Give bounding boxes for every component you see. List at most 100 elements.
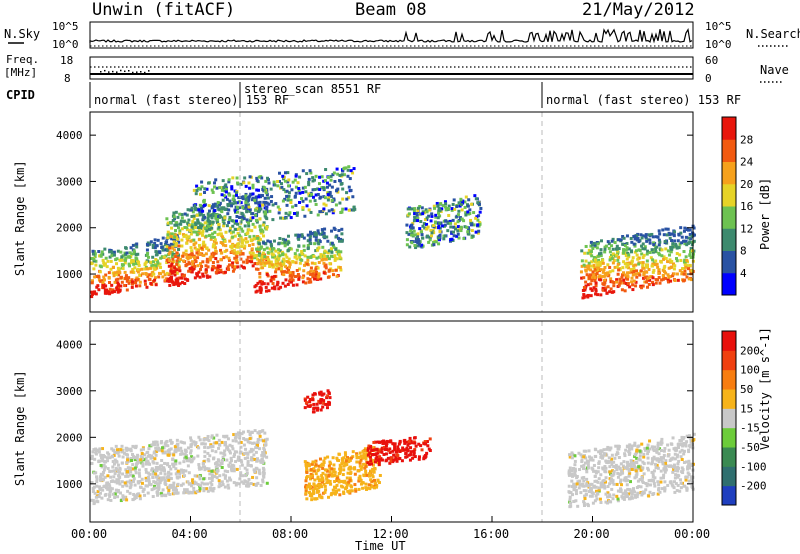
power-echo xyxy=(133,281,137,285)
power-echo xyxy=(258,285,262,289)
power-echo xyxy=(321,228,325,232)
velocity-echo xyxy=(582,455,586,459)
power-echo xyxy=(231,261,235,265)
velocity-echo xyxy=(577,451,581,455)
power-echo xyxy=(438,226,442,230)
velocity-echo xyxy=(372,468,376,472)
power-echo xyxy=(130,278,134,282)
power-echo xyxy=(627,247,631,251)
velocity-echo xyxy=(315,402,319,406)
power-echo xyxy=(668,232,672,236)
velocity-echo xyxy=(131,463,135,467)
power-colorbar-tick: 24 xyxy=(740,156,754,169)
power-echo xyxy=(463,205,467,209)
power-echo xyxy=(321,245,325,249)
velocity-echo xyxy=(203,442,207,446)
power-echo xyxy=(297,188,301,192)
power-echo xyxy=(267,202,271,206)
power-echo xyxy=(177,283,181,287)
velocity-echo xyxy=(427,447,431,451)
power-echo xyxy=(286,198,290,202)
velocity-echo xyxy=(174,488,178,492)
power-echo xyxy=(676,239,680,243)
velocity-echo xyxy=(135,462,139,466)
power-echo xyxy=(263,186,267,190)
power-echo xyxy=(653,263,657,267)
power-echo xyxy=(253,285,257,289)
power-echo xyxy=(178,269,182,273)
velocity-echo xyxy=(244,447,248,451)
power-echo xyxy=(263,212,267,216)
velocity-echo xyxy=(647,449,651,453)
velocity-echo xyxy=(679,486,683,490)
power-echo xyxy=(202,240,206,244)
power-echo xyxy=(232,249,236,253)
velocity-echo xyxy=(602,478,606,482)
velocity-echo xyxy=(133,466,137,470)
power-echo xyxy=(657,243,661,247)
power-echo xyxy=(677,246,681,250)
velocity-echo xyxy=(612,493,616,497)
power-echo xyxy=(198,252,202,256)
power-echo xyxy=(98,270,102,274)
power-echo xyxy=(231,230,235,234)
velocity-echo xyxy=(305,497,309,501)
power-echo xyxy=(446,229,450,233)
velocity-echo xyxy=(318,391,322,395)
power-echo xyxy=(182,234,186,238)
power-echo xyxy=(467,198,471,202)
velocity-echo xyxy=(653,476,657,480)
velocity-echo xyxy=(246,452,250,456)
velocity-echo xyxy=(246,463,250,467)
power-echo xyxy=(307,177,311,181)
velocity-echo xyxy=(324,402,328,406)
velocity-echo xyxy=(309,468,313,472)
power-echo xyxy=(245,207,249,211)
power-echo xyxy=(413,215,417,219)
velocity-echo xyxy=(183,452,187,456)
power-echo xyxy=(269,279,273,283)
power-echo xyxy=(242,215,246,219)
velocity-echo xyxy=(112,448,116,452)
velocity-echo xyxy=(611,497,615,501)
velocity-echo xyxy=(675,455,679,459)
velocity-echo xyxy=(680,458,684,462)
power-echo xyxy=(222,186,226,190)
power-echo xyxy=(443,234,447,238)
velocity-echo xyxy=(683,484,687,488)
power-echo xyxy=(235,191,239,195)
power-echo xyxy=(206,216,210,220)
power-echo xyxy=(657,238,661,242)
power-echo xyxy=(188,268,192,272)
velocity-echo xyxy=(622,495,626,499)
nave-label: Nave xyxy=(760,63,789,77)
power-echo xyxy=(168,283,172,287)
power-echo xyxy=(153,246,157,250)
power-echo xyxy=(622,251,626,255)
power-echo xyxy=(291,278,295,282)
velocity-echo xyxy=(256,481,260,485)
power-echo xyxy=(152,266,156,270)
power-echo xyxy=(416,216,420,220)
power-echo xyxy=(193,221,197,225)
power-echo xyxy=(641,247,645,251)
velocity-echo xyxy=(247,477,251,481)
velocity-echo xyxy=(137,481,141,485)
power-echo xyxy=(641,263,645,267)
power-echo xyxy=(438,229,442,233)
power-echo xyxy=(411,221,415,225)
power-echo xyxy=(230,249,234,253)
power-echo xyxy=(282,216,286,220)
power-echo xyxy=(317,255,321,259)
power-echo xyxy=(330,250,334,254)
power-echo xyxy=(436,216,440,220)
power-echo xyxy=(219,257,223,261)
velocity-echo xyxy=(358,461,362,465)
power-echo xyxy=(201,274,205,278)
power-echo xyxy=(255,220,259,224)
velocity-echo xyxy=(567,473,571,477)
power-ytick-label: 3000 xyxy=(56,175,83,188)
velocity-echo xyxy=(307,482,311,486)
velocity-echo xyxy=(615,482,619,486)
velocity-echo xyxy=(252,482,256,486)
